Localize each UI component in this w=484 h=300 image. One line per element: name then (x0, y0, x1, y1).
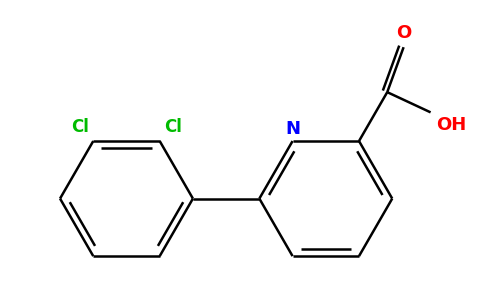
Text: N: N (285, 120, 300, 138)
Text: O: O (396, 24, 411, 42)
Text: OH: OH (436, 116, 466, 134)
Text: Cl: Cl (71, 118, 89, 136)
Text: Cl: Cl (165, 118, 182, 136)
